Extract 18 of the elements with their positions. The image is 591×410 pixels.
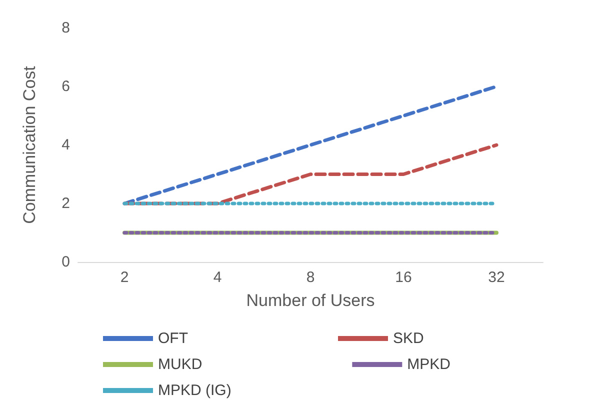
y-tick-label: 6 bbox=[62, 78, 70, 95]
x-tick-label: 8 bbox=[306, 269, 315, 286]
legend-label: MPKD bbox=[407, 356, 451, 373]
legend-label: MPKD (IG) bbox=[158, 382, 232, 399]
x-tick-label: 16 bbox=[395, 269, 412, 286]
y-axis-title: Communication Cost bbox=[20, 66, 39, 224]
y-tick-label: 8 bbox=[62, 20, 70, 36]
line-series bbox=[122, 84, 498, 206]
legend-label: OFT bbox=[158, 330, 188, 347]
x-axis-title: Number of Users bbox=[246, 291, 375, 310]
x-tick-label: 2 bbox=[120, 269, 129, 286]
y-tick-label: 4 bbox=[62, 136, 70, 154]
legend-label: MUKD bbox=[158, 356, 202, 373]
x-tick-label: 4 bbox=[213, 269, 222, 286]
y-tick-label: 2 bbox=[62, 195, 70, 212]
y-tick-label: 0 bbox=[62, 254, 70, 270]
legend-label: SKD bbox=[392, 330, 424, 347]
x-tick-label: 32 bbox=[488, 269, 505, 286]
